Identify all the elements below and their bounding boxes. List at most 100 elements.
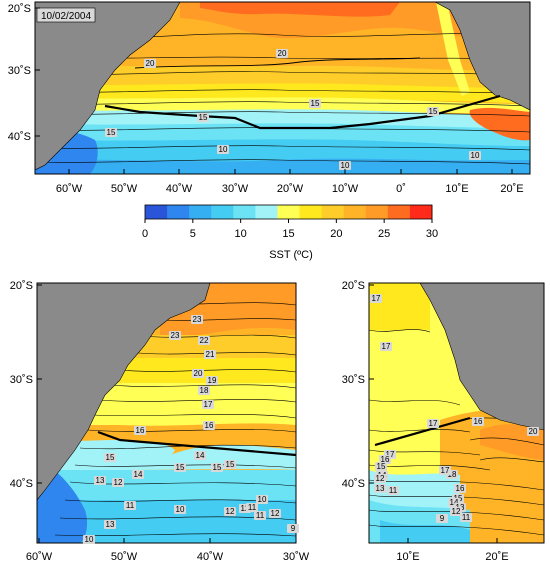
colorbar-swatch: [277, 205, 301, 219]
bl-contour-label: 23: [193, 315, 202, 324]
bl-contour-label: 14: [134, 470, 143, 479]
contour-label-bg: [211, 463, 223, 472]
contour-label-bg: [246, 503, 258, 512]
bl-contour-label: 19: [208, 376, 217, 385]
bl-contour-label: 10: [176, 505, 185, 514]
contour-label-bg: [427, 107, 439, 116]
top-y-tick-label: 30˚S: [8, 65, 31, 77]
contour-label-bg: [379, 455, 391, 464]
contour-label-bg: [198, 386, 210, 395]
bl-contour-label: 15: [226, 460, 235, 469]
br-contour-label: 17: [441, 466, 450, 475]
br-y-tick-label: 20˚S: [342, 280, 365, 292]
top-x-tick-label: 20˚E: [500, 183, 523, 195]
br-contour-label: 16: [456, 484, 465, 493]
top-contour-label: 20: [278, 49, 287, 58]
contour-label-bg: [224, 460, 236, 469]
colorbar-swatch: [189, 205, 212, 219]
contour-label-bg: [374, 474, 386, 483]
contour-label-bg: [202, 400, 214, 409]
top-contour-label: 20: [146, 59, 155, 68]
top-x-tick-label: 10˚E: [445, 183, 468, 195]
contour-label-bg: [287, 524, 299, 533]
contour-label-bg: [469, 151, 481, 160]
contour-label-bg: [254, 511, 266, 520]
contour-label-bg: [454, 484, 466, 493]
contour-label-bg: [83, 535, 95, 544]
bl-contour-label: 21: [206, 350, 215, 359]
contour-label-bg: [374, 484, 386, 493]
contour-label-bg: [132, 470, 144, 479]
top-x-tick-label: 60˚W: [56, 183, 83, 195]
contour-label-bg: [105, 128, 117, 137]
colorbar-swatch: [387, 205, 411, 219]
contour-label-bg: [144, 59, 156, 68]
bl-contour-label: 11: [126, 501, 135, 510]
bl-contour-label: 22: [200, 336, 209, 345]
bl-contour-label: 16: [136, 426, 145, 435]
top-x-tick-label: 40˚W: [166, 183, 193, 195]
br-contour-label: 15: [377, 462, 386, 471]
colorbar-swatch: [255, 205, 278, 219]
bl-contour-label: 15: [106, 453, 115, 462]
colorbar-tick-label: 10: [235, 228, 247, 240]
br-y-tick-label: 30˚S: [342, 374, 365, 386]
colorbar-title: SST (ºC): [269, 249, 313, 261]
br-y-tick-label: 40˚S: [342, 478, 365, 490]
bl-contour-label: 10: [85, 535, 94, 544]
contour-label-bg: [527, 427, 539, 436]
bl-y-tick-label: 40˚S: [10, 478, 33, 490]
bl-contour-label: 12: [271, 509, 280, 518]
contour-label-bg: [380, 342, 392, 351]
contour-label-bg: [192, 369, 204, 378]
colorbar-tick-label: 20: [330, 228, 342, 240]
contour-label-bg: [472, 417, 484, 426]
bl-y-tick-label: 20˚S: [10, 280, 33, 292]
top-x-tick-label: 50˚W: [111, 183, 138, 195]
colorbar-swatch: [365, 205, 389, 219]
colorbar-swatch: [299, 205, 323, 219]
bl-contour-label: 12: [226, 507, 235, 516]
br-contour-label: 17: [386, 450, 395, 459]
bl-contour-label: 13: [106, 520, 115, 529]
br-contour-label: 17: [372, 294, 381, 303]
contour-label-bg: [339, 161, 351, 170]
top-x-tick-label: 20˚W: [277, 183, 304, 195]
contour-label-bg: [174, 463, 186, 472]
colorbar-swatch: [211, 205, 234, 219]
contour-label-bg: [387, 486, 399, 495]
br-contour-label: 17: [429, 419, 438, 428]
bl-x-tick-label: 50˚W: [111, 551, 138, 561]
colorbar-tick-label: 5: [190, 228, 196, 240]
br-x-tick-label: 10˚E: [396, 551, 419, 561]
colorbar-tick-label: 15: [282, 228, 294, 240]
bl-contour-label: 9: [291, 524, 296, 533]
top-x-tick-label: 10˚W: [332, 183, 359, 195]
colorbar-tick-label: 0: [142, 228, 148, 240]
top-contour-label: 10: [341, 161, 350, 170]
br-contour-label: 9: [440, 514, 445, 523]
bl-contour-label: 12: [241, 504, 250, 513]
bl-contour-label: 17: [204, 400, 213, 409]
colorbar-swatch: [233, 205, 256, 219]
bl-contour-label: 16: [205, 421, 214, 430]
contour-label-bg: [269, 509, 281, 518]
bl-contour-label: 10: [258, 495, 267, 504]
colorbar-swatch: [343, 205, 367, 219]
br-contour-label: 13: [376, 484, 385, 493]
top-x-tick-label: 0˚: [396, 183, 406, 195]
contour-label-bg: [427, 419, 439, 428]
contour-label-bg: [309, 99, 321, 108]
top-contour-label: 10: [219, 145, 228, 154]
contour-label-bg: [169, 331, 181, 340]
top-map: 10/02/2004 20 20 15 15 15 15 10 10 10 20˚S 30˚S 40…: [8, 1, 531, 195]
br-contour-label: 14: [450, 498, 459, 507]
bl-y-tick-label: 30˚S: [10, 374, 33, 386]
colorbar-swatch: [145, 205, 168, 219]
br-contour-label: 11: [462, 513, 471, 522]
bl-contour-label: 15: [176, 463, 185, 472]
contour-label-bg: [276, 49, 288, 58]
contour-label-bg: [224, 507, 236, 516]
